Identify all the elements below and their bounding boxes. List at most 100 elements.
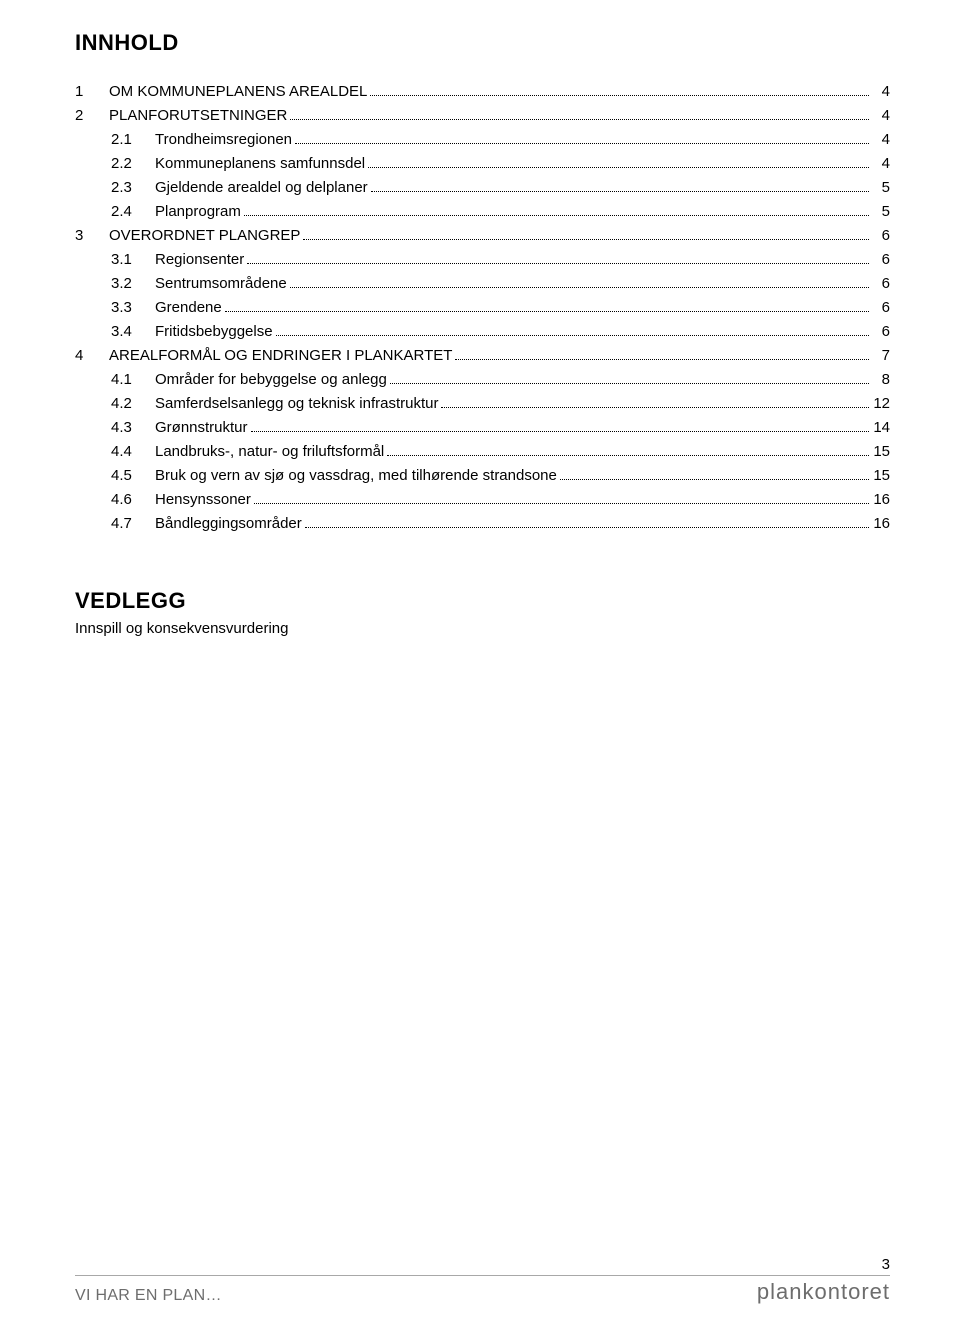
section-title-vedlegg: VEDLEGG xyxy=(75,588,890,614)
toc-row: 2 PLANFORUTSETNINGER 4 xyxy=(75,104,890,128)
toc-label: Samferdselsanlegg og teknisk infrastrukt… xyxy=(155,392,438,416)
toc-row: 3.1 Regionsenter 6 xyxy=(111,248,890,272)
toc-leader-dots xyxy=(441,407,869,408)
toc-label: OM KOMMUNEPLANENS AREALDEL xyxy=(109,80,367,104)
toc-page-number: 16 xyxy=(872,488,890,512)
toc-row: 3.2 Sentrumsområdene 6 xyxy=(111,272,890,296)
toc-page-number: 14 xyxy=(872,416,890,440)
toc-leader-dots xyxy=(390,383,869,384)
toc-row: 2.4 Planprogram 5 xyxy=(111,200,890,224)
toc-leader-dots xyxy=(290,287,869,288)
toc-number: 4.7 xyxy=(111,512,141,536)
toc-page-number: 15 xyxy=(872,440,890,464)
toc-row: 4.7 Båndleggingsområder 16 xyxy=(111,512,890,536)
toc-row: 1 OM KOMMUNEPLANENS AREALDEL 4 xyxy=(75,80,890,104)
page-footer: 3 VI HAR EN PLAN… plankontoret xyxy=(75,1256,890,1305)
toc-page-number: 6 xyxy=(872,248,890,272)
toc-label: Landbruks-, natur- og friluftsformål xyxy=(155,440,384,464)
toc-number: 4.5 xyxy=(111,464,141,488)
toc-page-number: 6 xyxy=(872,296,890,320)
toc-label: Trondheimsregionen xyxy=(155,128,292,152)
table-of-contents: 1 OM KOMMUNEPLANENS AREALDEL 4 2 PLANFORUTSE… xyxy=(75,80,890,536)
toc-page-number: 5 xyxy=(872,176,890,200)
toc-label: Planprogram xyxy=(155,200,241,224)
toc-number: 4.1 xyxy=(111,368,141,392)
toc-row: 2.1 Trondheimsregionen 4 xyxy=(111,128,890,152)
section-title-innhold: INNHOLD xyxy=(75,30,890,56)
toc-number: 3.1 xyxy=(111,248,141,272)
toc-label: Regionsenter xyxy=(155,248,244,272)
toc-leader-dots xyxy=(247,263,869,264)
toc-row: 3OVERORDNET PLANGREP6 xyxy=(75,224,890,248)
toc-label: PLANFORUTSETNINGER xyxy=(109,104,287,128)
toc-row: 4.2 Samferdselsanlegg og teknisk infrastr… xyxy=(111,392,890,416)
toc-page-number: 7 xyxy=(872,344,890,368)
toc-number: 4 xyxy=(75,344,95,368)
toc-label: Hensynssoner xyxy=(155,488,251,512)
toc-page-number: 15 xyxy=(872,464,890,488)
toc-row: 3.3 Grendene 6 xyxy=(111,296,890,320)
toc-leader-dots xyxy=(368,167,869,168)
toc-leader-dots xyxy=(370,95,869,96)
toc-page-number: 4 xyxy=(872,128,890,152)
toc-page-number: 4 xyxy=(872,104,890,128)
toc-label: Fritidsbebyggelse xyxy=(155,320,273,344)
toc-label: Gjeldende arealdel og delplaner xyxy=(155,176,368,200)
toc-page-number: 8 xyxy=(872,368,890,392)
toc-row: 4.5 Bruk og vern av sjø og vassdrag, med … xyxy=(111,464,890,488)
toc-page-number: 6 xyxy=(872,272,890,296)
toc-leader-dots xyxy=(371,191,869,192)
toc-number: 2.3 xyxy=(111,176,141,200)
toc-label: Båndleggingsområder xyxy=(155,512,302,536)
toc-row: 4.4 Landbruks-, natur- og friluftsformål 1… xyxy=(111,440,890,464)
toc-leader-dots xyxy=(560,479,869,480)
toc-row: 4.3 Grønnstruktur 14 xyxy=(111,416,890,440)
footer-right-logo-text: plankontoret xyxy=(757,1279,890,1305)
toc-label: Områder for bebyggelse og anlegg xyxy=(155,368,387,392)
toc-leader-dots xyxy=(276,335,869,336)
toc-row: 2.3 Gjeldende arealdel og delplaner 5 xyxy=(111,176,890,200)
toc-number: 4.2 xyxy=(111,392,141,416)
toc-number: 3.3 xyxy=(111,296,141,320)
toc-page-number: 4 xyxy=(872,152,890,176)
toc-label: Sentrumsområdene xyxy=(155,272,287,296)
toc-number: 4.3 xyxy=(111,416,141,440)
toc-leader-dots xyxy=(455,359,869,360)
footer-page-number: 3 xyxy=(75,1256,890,1273)
toc-label: OVERORDNET PLANGREP xyxy=(109,224,300,248)
toc-number: 1 xyxy=(75,80,95,104)
toc-page-number: 16 xyxy=(872,512,890,536)
toc-page-number: 6 xyxy=(872,320,890,344)
toc-row: 4 AREALFORMÅL OG ENDRINGER I PLANKARTET 7 xyxy=(75,344,890,368)
toc-number: 4.6 xyxy=(111,488,141,512)
toc-label: Bruk og vern av sjø og vassdrag, med til… xyxy=(155,464,557,488)
toc-number: 3.2 xyxy=(111,272,141,296)
toc-number: 2 xyxy=(75,104,95,128)
toc-leader-dots xyxy=(225,311,869,312)
footer-left-text: VI HAR EN PLAN… xyxy=(75,1287,222,1305)
toc-leader-dots xyxy=(303,239,869,240)
toc-page-number: 6 xyxy=(872,224,890,248)
toc-label: Kommuneplanens samfunnsdel xyxy=(155,152,365,176)
footer-divider xyxy=(75,1275,890,1276)
toc-page-number: 5 xyxy=(872,200,890,224)
toc-leader-dots xyxy=(305,527,869,528)
toc-page-number: 4 xyxy=(872,80,890,104)
toc-leader-dots xyxy=(295,143,869,144)
toc-number: 2.1 xyxy=(111,128,141,152)
toc-label: AREALFORMÅL OG ENDRINGER I PLANKARTET xyxy=(109,344,452,368)
toc-label: Grønnstruktur xyxy=(155,416,248,440)
toc-number: 2.2 xyxy=(111,152,141,176)
toc-leader-dots xyxy=(290,119,869,120)
toc-number: 2.4 xyxy=(111,200,141,224)
toc-row: 3.4 Fritidsbebyggelse 6 xyxy=(111,320,890,344)
toc-leader-dots xyxy=(251,431,869,432)
toc-number: 3.4 xyxy=(111,320,141,344)
toc-page-number: 12 xyxy=(872,392,890,416)
toc-leader-dots xyxy=(244,215,869,216)
toc-leader-dots xyxy=(387,455,869,456)
toc-row: 2.2 Kommuneplanens samfunnsdel 4 xyxy=(111,152,890,176)
toc-label: Grendene xyxy=(155,296,222,320)
toc-number: 4.4 xyxy=(111,440,141,464)
toc-row: 4.6 Hensynssoner 16 xyxy=(111,488,890,512)
